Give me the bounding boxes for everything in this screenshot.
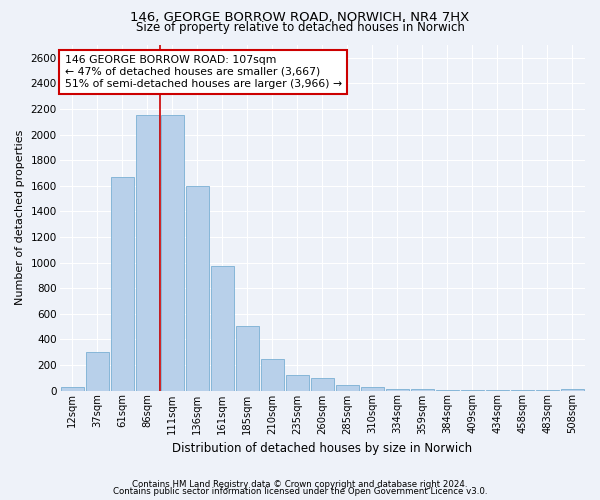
- Text: 146, GEORGE BORROW ROAD, NORWICH, NR4 7HX: 146, GEORGE BORROW ROAD, NORWICH, NR4 7H…: [130, 11, 470, 24]
- Text: Contains HM Land Registry data © Crown copyright and database right 2024.: Contains HM Land Registry data © Crown c…: [132, 480, 468, 489]
- Bar: [185, 186, 209, 390]
- Bar: [110, 177, 134, 390]
- Y-axis label: Number of detached properties: Number of detached properties: [15, 130, 25, 306]
- Bar: [61, 388, 83, 390]
- Bar: [286, 374, 309, 390]
- Text: Contains public sector information licensed under the Open Government Licence v3: Contains public sector information licen…: [113, 487, 487, 496]
- Bar: [161, 116, 184, 390]
- Bar: [236, 326, 259, 390]
- Bar: [561, 388, 584, 390]
- Bar: [386, 389, 409, 390]
- Bar: [361, 386, 384, 390]
- Text: Size of property relative to detached houses in Norwich: Size of property relative to detached ho…: [136, 22, 464, 35]
- Bar: [336, 386, 359, 390]
- Bar: [86, 352, 109, 391]
- Bar: [136, 116, 158, 390]
- Text: 146 GEORGE BORROW ROAD: 107sqm
← 47% of detached houses are smaller (3,667)
51% : 146 GEORGE BORROW ROAD: 107sqm ← 47% of …: [65, 56, 342, 88]
- Bar: [211, 266, 234, 390]
- X-axis label: Distribution of detached houses by size in Norwich: Distribution of detached houses by size …: [172, 442, 472, 455]
- Bar: [411, 389, 434, 390]
- Bar: [261, 358, 284, 390]
- Bar: [311, 378, 334, 390]
